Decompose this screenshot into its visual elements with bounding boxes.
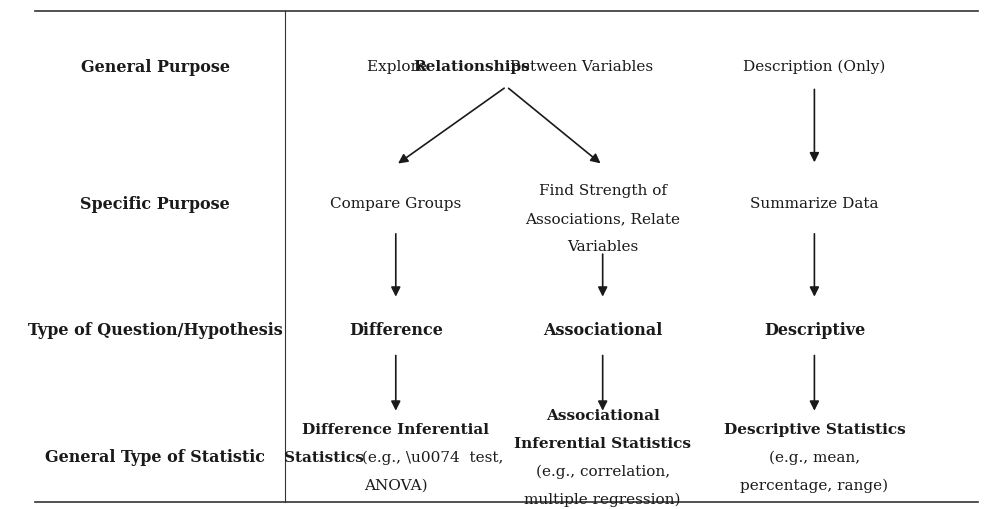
Text: Summarize Data: Summarize Data bbox=[750, 197, 878, 211]
Text: (e.g., \u0074  test,: (e.g., \u0074 test, bbox=[357, 449, 503, 464]
Text: Variables: Variables bbox=[567, 240, 638, 253]
Text: Find Strength of: Find Strength of bbox=[539, 184, 667, 198]
Text: Relationships: Relationships bbox=[413, 60, 530, 74]
Text: (e.g., correlation,: (e.g., correlation, bbox=[536, 463, 670, 478]
Text: ANOVA): ANOVA) bbox=[364, 477, 427, 492]
Text: Descriptive Statistics: Descriptive Statistics bbox=[724, 422, 905, 436]
Text: Specific Purpose: Specific Purpose bbox=[80, 195, 230, 212]
Text: Difference Inferential: Difference Inferential bbox=[303, 422, 490, 436]
Text: General Type of Statistic: General Type of Statistic bbox=[45, 448, 265, 465]
Text: Between Variables: Between Variables bbox=[504, 60, 653, 74]
Text: Descriptive: Descriptive bbox=[764, 322, 865, 338]
Text: Inferential Statistics: Inferential Statistics bbox=[514, 436, 691, 450]
Text: Associations, Relate: Associations, Relate bbox=[525, 212, 680, 226]
Text: (e.g., mean,: (e.g., mean, bbox=[768, 449, 860, 464]
Text: Difference: Difference bbox=[349, 322, 443, 338]
Text: multiple regression): multiple regression) bbox=[524, 491, 681, 505]
Text: Type of Question/Hypothesis: Type of Question/Hypothesis bbox=[28, 322, 283, 338]
Text: percentage, range): percentage, range) bbox=[741, 477, 888, 492]
Text: General Purpose: General Purpose bbox=[81, 59, 229, 76]
Text: Compare Groups: Compare Groups bbox=[330, 197, 462, 211]
Text: Associational: Associational bbox=[546, 408, 660, 422]
Text: Explore: Explore bbox=[368, 60, 432, 74]
Text: Description (Only): Description (Only) bbox=[743, 60, 885, 74]
Text: Statistics: Statistics bbox=[284, 450, 364, 464]
Text: Associational: Associational bbox=[543, 322, 663, 338]
